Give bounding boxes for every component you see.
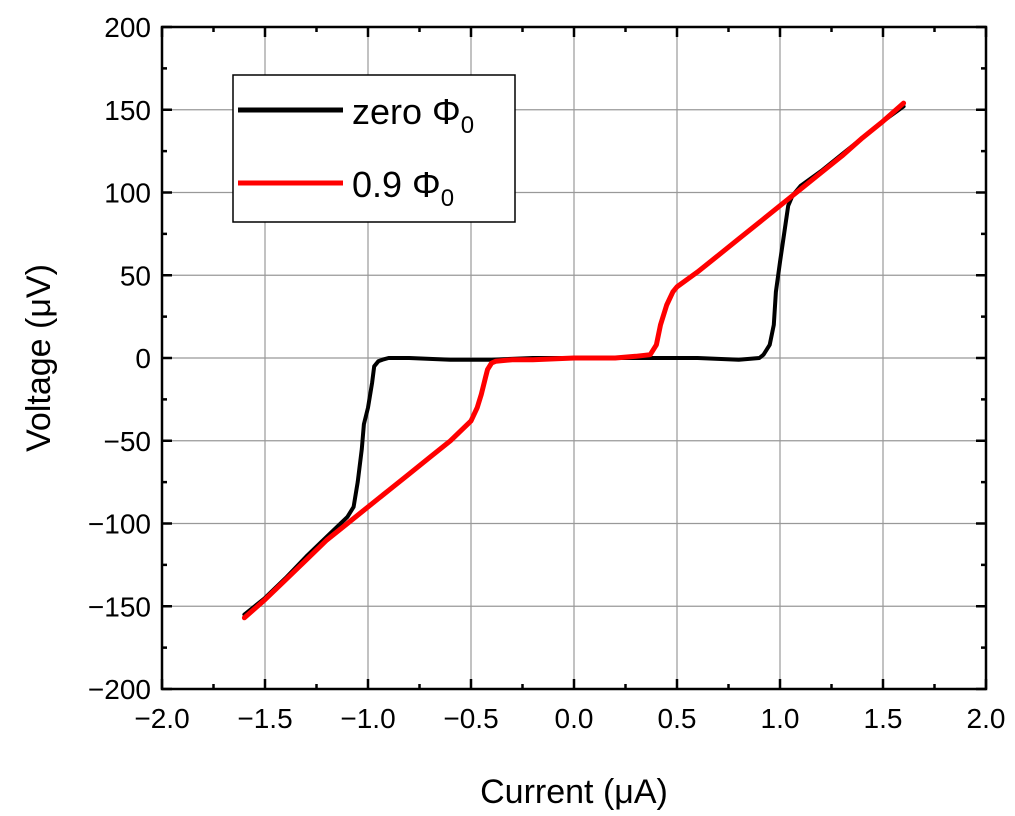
legend: zero Φ0 0.9 Φ0 <box>232 74 516 223</box>
y-tick-label: 200 <box>104 12 151 43</box>
y-tick-labels: −200 −150 −100 −50 0 50 100 150 200 <box>88 12 151 705</box>
legend-box <box>232 74 516 223</box>
x-tick-label: −1.0 <box>340 703 395 734</box>
x-tick-label: 0.5 <box>658 703 697 734</box>
x-tick-label: 1.5 <box>864 703 903 734</box>
x-tick-label: −2.0 <box>134 703 189 734</box>
x-tick-label: 0.0 <box>555 703 594 734</box>
y-tick-label: −100 <box>88 509 151 540</box>
y-tick-label: −50 <box>104 426 152 457</box>
y-tick-label: 50 <box>120 260 151 291</box>
x-tick-label: −0.5 <box>443 703 498 734</box>
x-axis-title: Current (μA) <box>480 773 668 811</box>
legend-label-zero-flux: zero Φ0 <box>352 91 474 139</box>
y-tick-label: −150 <box>88 591 151 622</box>
y-tick-label: 150 <box>104 95 151 126</box>
x-tick-label: 1.0 <box>761 703 800 734</box>
series-lines <box>241 100 907 621</box>
x-tick-labels: −2.0 −1.5 −1.0 −0.5 0.0 0.5 1.0 1.5 2.0 <box>134 703 1005 734</box>
legend-label-0.9-flux: 0.9 Φ0 <box>352 164 454 212</box>
series-0.9-flux-line <box>241 100 907 621</box>
y-tick-label: −200 <box>88 674 151 705</box>
y-tick-label: 100 <box>104 178 151 209</box>
x-tick-label: −1.5 <box>237 703 292 734</box>
y-tick-label: 0 <box>135 343 151 374</box>
y-axis-title: Voltage (μV) <box>20 264 58 452</box>
x-tick-label: 2.0 <box>967 703 1006 734</box>
axis-ticks <box>160 25 988 691</box>
